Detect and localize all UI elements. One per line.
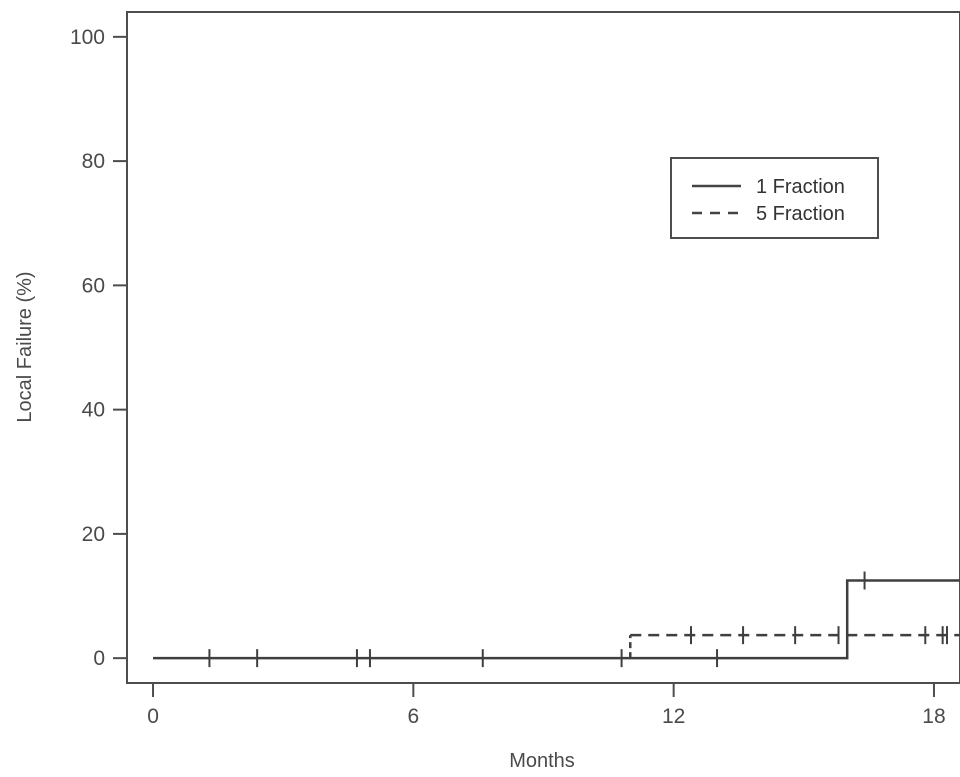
legend: 1 Fraction 5 Fraction [670,157,879,239]
series-layer [153,571,960,668]
legend-label-1-fraction: 1 Fraction [756,176,845,198]
y-tick-label: 20 [82,523,105,546]
y-tick-label: 60 [82,274,105,297]
y-tick-label: 80 [82,150,105,173]
plot-frame [126,11,960,684]
x-axis-title: Months [509,750,575,772]
series-line-1 [153,579,960,660]
x-tick-label: 6 [408,705,420,728]
y-axis: 0 20 40 60 80 100 [70,26,127,670]
y-tick-label: 100 [70,26,105,49]
x-tick-label: 18 [922,705,945,728]
x-axis: 0 6 12 18 [147,683,946,728]
x-tick-label: 0 [147,705,159,728]
y-axis-title: Local Failure (%) [14,271,36,422]
y-tick-label: 40 [82,399,105,422]
x-tick-label: 12 [662,705,685,728]
legend-label-5-fraction: 5 Fraction [756,203,845,225]
legend-box [670,157,879,239]
y-tick-label: 0 [93,647,105,670]
